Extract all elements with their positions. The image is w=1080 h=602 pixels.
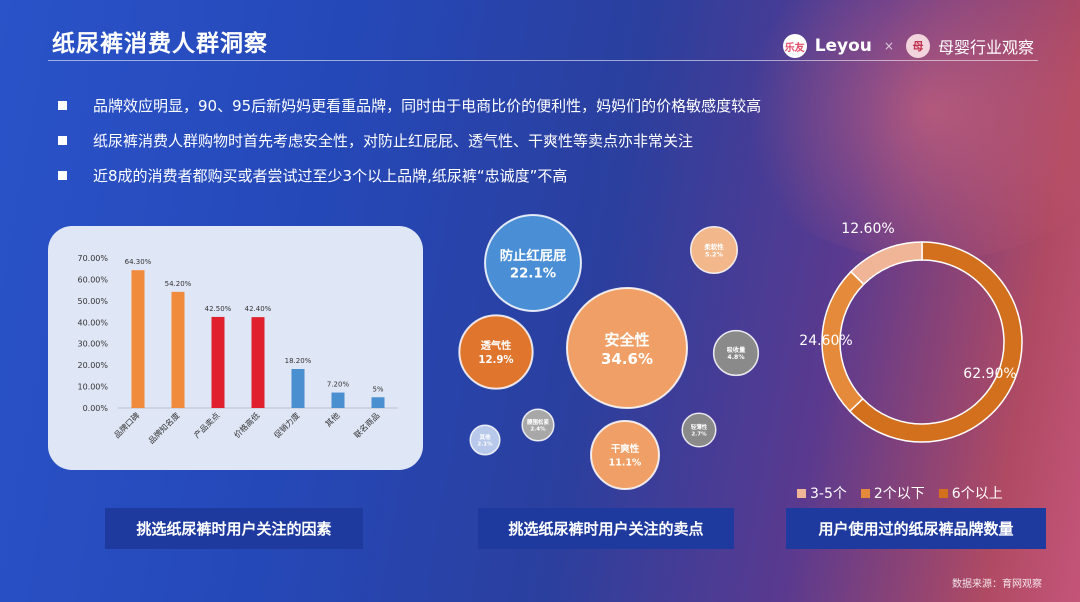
x-tick-label: 促销力度 (272, 410, 302, 440)
bar-value-label: 64.30% (125, 258, 152, 266)
bubble-value-label: 2.7% (691, 432, 707, 438)
donut-chart-caption: 用户使用过的纸尿裤品牌数量 (786, 508, 1046, 549)
legend-item: 3-5个 (797, 483, 847, 503)
muying-logo-icon: 母 (905, 34, 930, 58)
bubble-label: 柔软性 (704, 242, 724, 251)
x-tick-label: 价格高低 (232, 410, 262, 440)
bullet-item: 品牌效应明显，90、95后新妈妈更看重品牌，同时由于电商比价的便利性，妈妈们的价… (58, 88, 761, 123)
bar-value-label: 7.20% (327, 381, 350, 389)
donut-value-label: 24.60% (799, 333, 852, 349)
bubble-label: 透气性 (481, 339, 511, 352)
donut-value-label: 12.60% (841, 221, 894, 237)
bubble-value-label: 5.2% (705, 250, 723, 258)
bubble-label: 防止红屁屁 (500, 247, 567, 264)
bullet-item: 纸尿裤消费人群购物时首先考虑安全性，对防止红屁屁、透气性、干爽性等卖点亦非常关注 (58, 123, 761, 158)
y-tick-label: 0.00% (83, 404, 109, 413)
bar (371, 397, 385, 408)
bullet-square-icon (58, 101, 67, 110)
bubble (681, 412, 717, 448)
donut-slice (849, 241, 923, 286)
x-tick-label: 产品卖点 (192, 410, 222, 440)
legend-item: 2个以下 (860, 483, 925, 503)
logo-group: 乐友 Leyou × 母 母婴行业观察 (782, 34, 1034, 58)
x-tick-label: 品牌知名度 (146, 410, 181, 445)
donut-value-label: 62.90% (963, 366, 1016, 382)
y-tick-label: 10.00% (77, 383, 108, 392)
bubble-label: 其他 (479, 433, 491, 441)
x-tick-label: 品牌口碑 (112, 410, 142, 440)
legend-label: 3-5个 (810, 486, 847, 502)
y-tick-label: 40.00% (77, 318, 108, 327)
bubble-value-label: 22.1% (510, 266, 556, 281)
title-divider (48, 60, 1038, 61)
bubble-value-label: 2.1% (477, 442, 493, 448)
bubble-label: 轻薄性 (691, 423, 708, 431)
bar (331, 392, 345, 408)
bubble-label: 干爽性 (611, 443, 640, 455)
bullet-square-icon (58, 171, 67, 180)
logo-separator: × (883, 39, 894, 53)
donut-legend: 3-5个 2个以下 6个以上 (797, 483, 1003, 503)
bullet-text: 近8成的消费者都购买或者尝试过至少3个以上品牌,纸尿裤“忠诚度”不高 (93, 167, 568, 185)
page-title: 纸尿裤消费人群洞察 (52, 31, 268, 57)
bubble-chart-caption: 挑选纸尿裤时用户关注的卖点 (478, 508, 734, 549)
bubble (566, 287, 688, 409)
bar (171, 291, 185, 408)
bubble (689, 225, 739, 275)
bubble (484, 214, 582, 312)
bar (131, 270, 145, 408)
bubble (590, 420, 660, 490)
bullet-text: 品牌效应明显，90、95后新妈妈更看重品牌，同时由于电商比价的便利性，妈妈们的价… (93, 97, 762, 115)
bubble (521, 408, 555, 442)
bubble-value-label: 2.4% (530, 427, 546, 433)
bullet-square-icon (58, 136, 67, 145)
donut-slice (848, 241, 1023, 443)
bar-value-label: 42.50% (205, 305, 232, 313)
leyou-logo-icon: 乐友 (782, 34, 807, 58)
leyou-logo-text: Leyou (814, 36, 872, 56)
y-tick-label: 60.00% (77, 275, 108, 284)
bar (291, 369, 305, 408)
bar-value-label: 54.20% (165, 280, 192, 288)
legend-label: 2个以下 (873, 486, 925, 502)
bar-chart-panel: 0.00% 10.00% 20.00% 30.00% 40.00% 50.00% 60.00… (48, 226, 423, 470)
bullet-list: 品牌效应明显，90、95后新妈妈更看重品牌，同时由于电商比价的便利性，妈妈们的价… (58, 88, 761, 193)
legend-item: 6个以上 (938, 483, 1003, 503)
muying-logo-text: 母婴行业观察 (937, 38, 1034, 57)
bubble (458, 314, 534, 390)
bar-chart-caption: 挑选纸尿裤时用户关注的因素 (105, 508, 363, 549)
bubble-label: 腰围松紧 (526, 418, 550, 426)
legend-swatch (797, 488, 806, 498)
x-tick-label: 联名商品 (352, 410, 382, 440)
y-tick-label: 70.00% (77, 254, 108, 263)
bullet-item: 近8成的消费者都购买或者尝试过至少3个以上品牌,纸尿裤“忠诚度”不高 (58, 158, 761, 193)
bubble-value-label: 34.6% (601, 350, 653, 368)
legend-swatch (938, 488, 948, 498)
bubble (712, 329, 760, 377)
bubble-value-label: 4.8% (727, 354, 744, 361)
bubble (469, 424, 501, 456)
bubble-label: 安全性 (604, 331, 649, 349)
bar-value-label: 18.20% (285, 357, 312, 365)
bar (251, 317, 265, 408)
bubble-value-label: 12.9% (478, 355, 513, 366)
bar-value-label: 42.40% (245, 305, 272, 313)
y-tick-label: 30.00% (77, 340, 108, 349)
legend-label: 6个以上 (951, 486, 1003, 502)
y-tick-label: 20.00% (77, 361, 108, 370)
y-tick-label: 50.00% (77, 297, 108, 306)
bar-value-label: 5% (372, 385, 383, 393)
bullet-text: 纸尿裤消费人群购物时首先考虑安全性，对防止红屁屁、透气性、干爽性等卖点亦非常关注 (93, 132, 694, 150)
donut-chart: 62.90% 24.60% 12.60% (799, 221, 1023, 443)
bar (211, 316, 225, 408)
x-tick-label: 其他 (323, 410, 341, 428)
bubble-value-label: 11.1% (609, 457, 642, 468)
bubble-label: 吸收量 (727, 346, 746, 354)
data-source-note: 数据来源：育网观察 (952, 579, 1042, 590)
bar-chart: 0.00% 10.00% 20.00% 30.00% 40.00% 50.00% 60.00… (77, 254, 398, 446)
legend-swatch (860, 488, 870, 498)
